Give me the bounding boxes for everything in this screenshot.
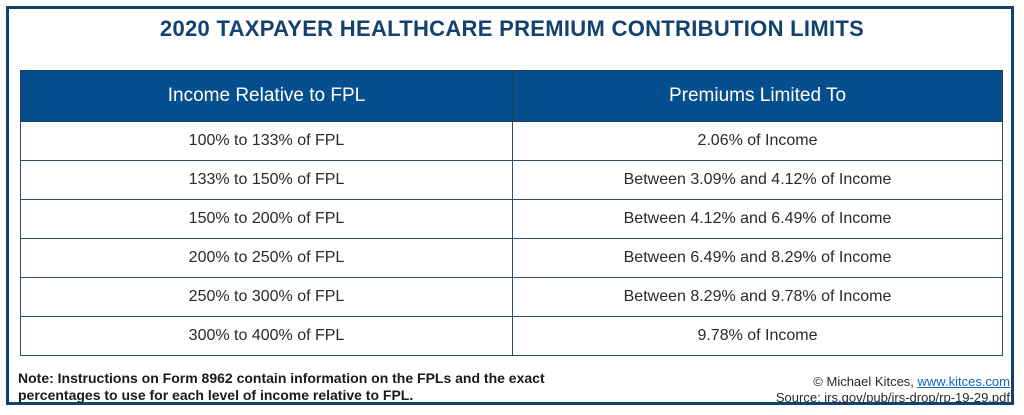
table-row: 100% to 133% of FPL 2.06% of Income — [20, 121, 1003, 161]
income-range-cell: 300% to 400% of FPL — [20, 316, 513, 356]
table-row: 200% to 250% of FPL Between 6.49% and 8.… — [20, 238, 1003, 278]
column-header-premiums: Premiums Limited To — [512, 70, 1003, 122]
premium-limit-cell: Between 3.09% and 4.12% of Income — [512, 160, 1003, 200]
copyright-text: © Michael Kitces, — [813, 374, 918, 389]
table-row: 150% to 200% of FPL Between 4.12% and 6.… — [20, 199, 1003, 239]
table-row: 133% to 150% of FPL Between 3.09% and 4.… — [20, 160, 1003, 200]
income-range-cell: 200% to 250% of FPL — [20, 238, 513, 278]
footnote: Note: Instructions on Form 8962 contain … — [18, 370, 545, 403]
premium-limit-cell: 9.78% of Income — [512, 316, 1003, 356]
premium-limit-cell: Between 6.49% and 8.29% of Income — [512, 238, 1003, 278]
copyright-line: © Michael Kitces, www.kitces.com — [776, 374, 1010, 390]
page-title: 2020 TAXPAYER HEALTHCARE PREMIUM CONTRIB… — [159, 16, 865, 41]
income-range-cell: 100% to 133% of FPL — [20, 121, 513, 161]
table-row: 250% to 300% of FPL Between 8.29% and 9.… — [20, 277, 1003, 317]
income-range-cell: 133% to 150% of FPL — [20, 160, 513, 200]
income-range-cell: 250% to 300% of FPL — [20, 277, 513, 317]
premium-limit-cell: Between 4.12% and 6.49% of Income — [512, 199, 1003, 239]
column-header-income: Income Relative to FPL — [20, 70, 513, 122]
contribution-limits-table: Income Relative to FPL Premiums Limited … — [20, 70, 1003, 356]
premium-limit-cell: 2.06% of Income — [512, 121, 1003, 161]
kitces-link[interactable]: www.kitces.com — [917, 374, 1010, 389]
credits-block: © Michael Kitces, www.kitces.com Source:… — [776, 374, 1010, 406]
outer-frame — [6, 6, 1014, 405]
source-line: Source: irs.gov/pub/irs-drop/rp-19-29.pd… — [775, 390, 1010, 405]
premium-limit-cell: Between 8.29% and 9.78% of Income — [512, 277, 1003, 317]
table-header-row: Income Relative to FPL Premiums Limited … — [20, 70, 1003, 122]
income-range-cell: 150% to 200% of FPL — [20, 199, 513, 239]
table-row: 300% to 400% of FPL 9.78% of Income — [20, 316, 1003, 356]
